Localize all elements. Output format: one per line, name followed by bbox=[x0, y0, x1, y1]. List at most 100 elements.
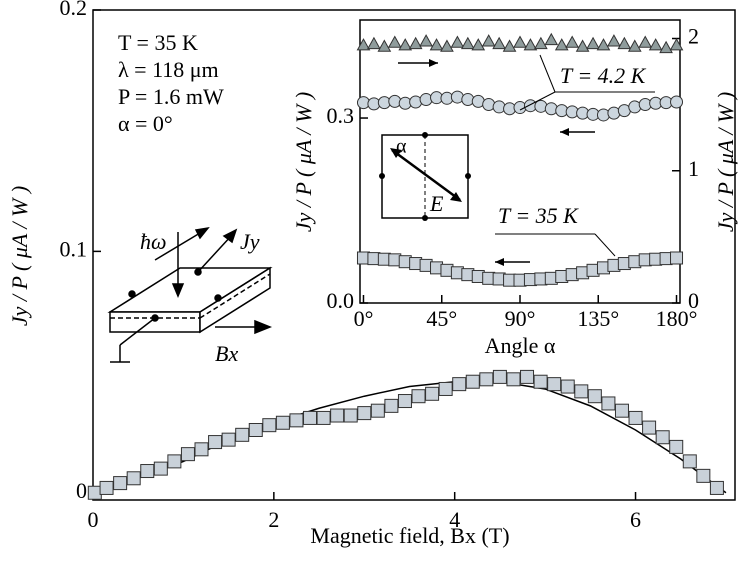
arrow-head bbox=[450, 192, 462, 202]
square-marker bbox=[153, 461, 168, 476]
square-marker bbox=[628, 410, 643, 425]
triangle-marker bbox=[648, 38, 663, 51]
x-tick-label: 90° bbox=[505, 306, 536, 331]
square-marker bbox=[506, 372, 521, 387]
contact bbox=[379, 173, 385, 179]
triangle-marker bbox=[440, 39, 454, 52]
x-tick-label: 45° bbox=[426, 306, 457, 331]
triangle-marker bbox=[554, 38, 569, 51]
triangle-marker bbox=[575, 39, 590, 52]
square-marker bbox=[411, 389, 426, 404]
x-axis-label: Magnetic field, Bx (T) bbox=[310, 523, 509, 548]
triangle-marker bbox=[513, 35, 527, 48]
triangle-marker bbox=[492, 36, 506, 50]
triangle-marker bbox=[565, 35, 580, 48]
square-marker bbox=[275, 415, 290, 430]
square-marker bbox=[533, 374, 548, 389]
triangle-marker bbox=[387, 35, 402, 48]
y-axis-label: Jy / P ( μA / W ) bbox=[7, 186, 32, 326]
square-marker bbox=[99, 480, 114, 495]
triangle-marker bbox=[638, 35, 653, 48]
y-tick-label: 0 bbox=[76, 478, 87, 503]
square-marker bbox=[438, 381, 453, 396]
leader bbox=[539, 54, 556, 93]
triangle-marker bbox=[419, 34, 433, 47]
square-marker bbox=[425, 386, 440, 401]
square-marker bbox=[655, 430, 670, 445]
square-marker bbox=[370, 403, 385, 418]
y-tick-label: 0.0 bbox=[327, 288, 355, 313]
square-marker bbox=[303, 410, 318, 425]
triangle-marker bbox=[408, 36, 423, 50]
y-axis-label: Jy / P ( μA / W ) bbox=[291, 92, 316, 232]
triangle-marker bbox=[450, 35, 465, 48]
square-marker bbox=[560, 379, 575, 394]
circle-marker bbox=[670, 95, 684, 109]
angle-label: α bbox=[396, 136, 407, 158]
arrow-head bbox=[560, 128, 569, 136]
square-marker bbox=[248, 423, 263, 437]
triangle-marker bbox=[523, 38, 538, 51]
circle-marker bbox=[461, 93, 475, 107]
square-marker bbox=[384, 398, 399, 413]
triangle-marker bbox=[429, 38, 444, 51]
circle-marker bbox=[388, 94, 402, 108]
triangle-marker bbox=[607, 34, 621, 47]
leader bbox=[594, 233, 616, 257]
square-marker bbox=[520, 369, 535, 384]
square-marker bbox=[289, 413, 304, 428]
square-marker bbox=[614, 403, 629, 418]
y2-tick-label: 2 bbox=[688, 24, 699, 49]
triangle-marker bbox=[398, 38, 413, 51]
square-marker bbox=[492, 369, 507, 384]
square-marker bbox=[262, 418, 277, 433]
x-tick-label: 180° bbox=[656, 306, 698, 331]
y2-tick-label: 1 bbox=[688, 156, 699, 181]
square-marker bbox=[140, 464, 155, 479]
square-marker bbox=[587, 389, 602, 404]
triangle-marker bbox=[367, 36, 381, 50]
inset-layer: 0° 45° 90° 135° 180° 0.0 0.3 0 1 2 Angle α Jy / P (… bbox=[291, 19, 738, 358]
square-marker bbox=[601, 396, 616, 411]
circle-marker bbox=[419, 93, 433, 107]
triangle-marker bbox=[481, 34, 496, 47]
annotation: T = 4.2 K bbox=[560, 63, 647, 88]
triangle-marker bbox=[544, 32, 559, 46]
x-tick-label: 0° bbox=[354, 306, 374, 331]
circle-marker bbox=[596, 108, 610, 122]
square-marker bbox=[709, 480, 724, 495]
photon-label: ħω bbox=[140, 229, 167, 254]
square-marker bbox=[682, 454, 697, 469]
annotation: α = 0° bbox=[118, 111, 173, 136]
arrow-head bbox=[390, 148, 402, 158]
square-marker bbox=[670, 251, 684, 265]
x-axis-label: Angle α bbox=[485, 333, 556, 358]
leader bbox=[519, 91, 556, 111]
square-marker bbox=[126, 471, 141, 486]
x-tick-label: 6 bbox=[630, 507, 641, 532]
square-marker bbox=[167, 454, 182, 469]
square-marker bbox=[452, 377, 467, 392]
triangle-marker bbox=[617, 36, 632, 50]
arrow-head bbox=[495, 258, 504, 266]
x-tick-label: 135° bbox=[577, 306, 619, 331]
square-marker bbox=[397, 394, 412, 409]
y-tick-label: 0.3 bbox=[327, 103, 355, 128]
triangle-marker bbox=[627, 39, 642, 52]
annotation: λ = 118 μm bbox=[118, 57, 219, 82]
y2-tick-label: 0 bbox=[688, 288, 699, 313]
square-marker bbox=[669, 439, 684, 454]
triangle-marker bbox=[669, 38, 684, 51]
annotation: T = 35 K bbox=[498, 203, 579, 228]
field-label: Bx bbox=[215, 341, 238, 366]
contact bbox=[465, 173, 471, 179]
y2-axis-label: Jy / P ( μA / W ) bbox=[713, 92, 738, 232]
square-marker bbox=[343, 408, 358, 423]
square-marker bbox=[235, 427, 250, 442]
annotation: T = 35 K bbox=[118, 30, 198, 55]
square-marker bbox=[221, 432, 236, 447]
square-marker bbox=[547, 377, 562, 392]
square-marker bbox=[180, 447, 195, 462]
x-tick-label: 0 bbox=[88, 507, 99, 532]
